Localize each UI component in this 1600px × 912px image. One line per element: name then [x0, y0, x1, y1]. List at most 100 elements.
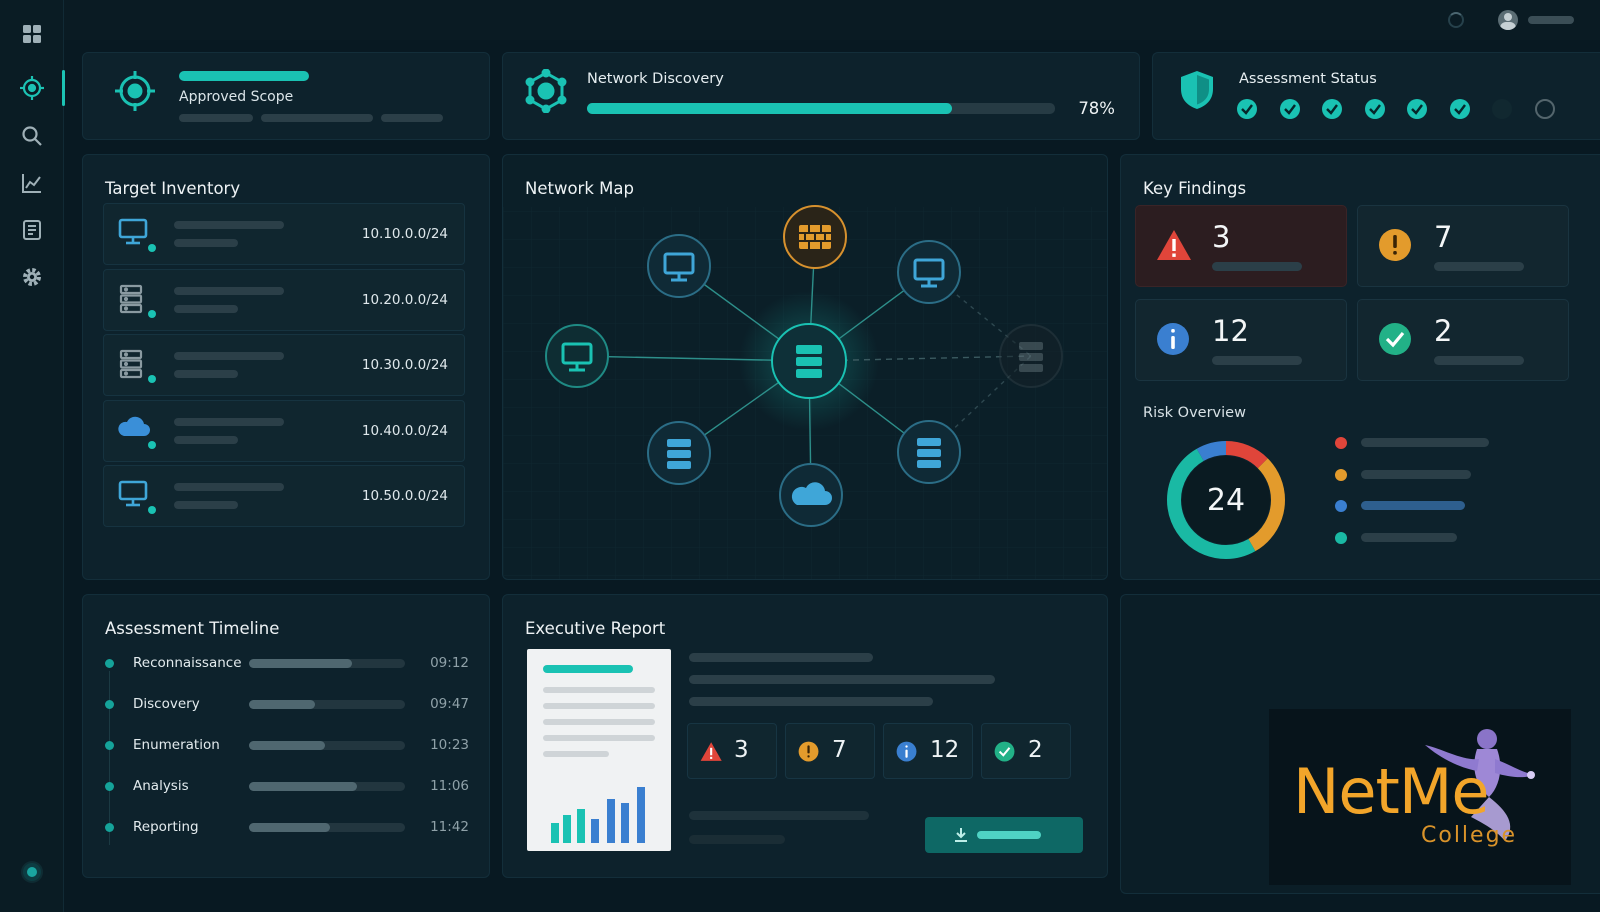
placeholder-bar: [174, 501, 238, 509]
placeholder-bar: [1212, 262, 1302, 271]
inventory-row[interactable]: 10.50.0.0/24: [103, 465, 465, 527]
timeline-phase-label: Enumeration: [133, 737, 220, 753]
placeholder-bar: [174, 286, 284, 295]
exclamation-circle-icon: [798, 741, 819, 765]
refresh-icon[interactable]: [1448, 12, 1464, 28]
step-complete-icon: [1237, 99, 1257, 119]
step-complete-icon: [1407, 99, 1427, 119]
placeholder-bar: [1212, 356, 1302, 365]
inventory-row[interactable]: 10.40.0.0/24: [103, 399, 465, 462]
target-icon[interactable]: [10, 68, 65, 108]
timeline-dot: [105, 782, 114, 791]
brand-panel: NetMe College: [1120, 594, 1600, 894]
timeline-progress-track: [249, 782, 405, 791]
subnet-address: 10.50.0.0/24: [361, 488, 448, 504]
timeline-time: 11:06: [430, 778, 469, 794]
legend-placeholder-bar: [1361, 532, 1457, 542]
legend-dot: [1335, 468, 1347, 481]
core-server-node[interactable]: [771, 323, 847, 399]
timeline-progress-fill: [249, 700, 315, 709]
placeholder-bar: [174, 352, 284, 360]
key-findings-panel: Key Findings 3 7 12 2 Risk Overview 24: [1120, 154, 1600, 580]
network-hexagon-icon: [525, 68, 567, 117]
timeline-progress-fill: [249, 823, 331, 832]
finding-card-critical[interactable]: 3: [1135, 205, 1347, 287]
risk-title: Risk Overview: [1143, 405, 1246, 421]
donut-segment: [1167, 441, 1285, 559]
cloud-icon: [118, 415, 150, 443]
subnet-address: 10.20.0.0/24: [361, 291, 448, 308]
inventory-row[interactable]: 10.20.0.0/24: [103, 268, 465, 331]
timeline-progress-track: [249, 823, 405, 832]
step-complete-icon: [1449, 99, 1470, 119]
assessment-timeline-panel: Assessment Timeline Reconnaissance 09:12 D…: [82, 594, 490, 878]
network-map-panel: Network Map: [502, 154, 1108, 580]
findings-title: Key Findings: [1143, 179, 1247, 198]
dashboard-grid-icon[interactable]: [10, 14, 54, 54]
report-count-value: 2: [1028, 737, 1043, 763]
offline-server-node[interactable]: [999, 324, 1063, 388]
placeholder-bar: [174, 239, 238, 247]
risk-total: 24: [1206, 483, 1246, 518]
finding-count: 12: [1212, 314, 1249, 348]
network-map-canvas: [503, 205, 1107, 579]
finding-card-info[interactable]: 12: [1135, 299, 1347, 381]
timeline-time: 09:12: [430, 655, 469, 671]
link-line: [576, 355, 810, 362]
brand-backdrop: [1269, 709, 1571, 885]
legend-dot: [1335, 437, 1347, 449]
placeholder-bar: [174, 483, 284, 491]
workstation-node[interactable]: [897, 240, 961, 304]
gear-icon[interactable]: [10, 257, 54, 297]
placeholder-bar: [174, 435, 238, 444]
info-circle-icon: [1156, 322, 1190, 360]
placeholder-bar: [174, 370, 238, 378]
workstation-node[interactable]: [647, 234, 711, 298]
report-bar-chart-icon: [551, 787, 645, 843]
placeholder-bar: [689, 675, 995, 684]
status-title: Assessment Status: [1239, 71, 1377, 87]
chart-icon[interactable]: [10, 163, 54, 203]
donut-segment: [1167, 441, 1285, 559]
firewall-node[interactable]: [783, 205, 847, 269]
workstation-node[interactable]: [545, 324, 609, 388]
legend-placeholder-bar: [1361, 469, 1471, 479]
subnet-address: 10.40.0.0/24: [361, 422, 448, 439]
server-node[interactable]: [897, 420, 961, 484]
assessment-status-card: Assessment Status: [1152, 52, 1600, 140]
placeholder-bar: [381, 114, 443, 122]
info-circle-icon: [896, 741, 917, 765]
finding-card-resolved[interactable]: 2: [1357, 299, 1569, 381]
online-status-dot: [148, 309, 156, 318]
server-node[interactable]: [647, 421, 711, 485]
timeline-progress-fill: [249, 659, 352, 668]
search-icon[interactable]: [10, 116, 54, 156]
online-status-dot: [148, 506, 156, 514]
placeholder-bar: [1434, 262, 1524, 271]
legend-placeholder-bar: [1361, 501, 1465, 510]
timeline-phase-label: Discovery: [133, 696, 200, 712]
timeline-time: 10:23: [430, 737, 469, 753]
timeline-progress-track: [249, 700, 405, 709]
donut-segment: [1167, 441, 1285, 559]
placeholder-bar: [689, 697, 933, 706]
report-count-value: 7: [832, 737, 847, 763]
cloud-node[interactable]: [779, 463, 843, 527]
report-count-critical: 3: [687, 723, 777, 779]
server-icon: [118, 349, 144, 383]
placeholder-bar: [689, 653, 873, 662]
avatar[interactable]: [1498, 10, 1518, 30]
report-document-preview[interactable]: [527, 649, 671, 851]
user-name-placeholder: [1528, 16, 1574, 24]
finding-card-high[interactable]: 7: [1357, 205, 1569, 287]
download-report-button[interactable]: [925, 817, 1083, 853]
finding-count: 3: [1212, 220, 1231, 254]
report-icon[interactable]: [10, 210, 54, 250]
inventory-row[interactable]: 10.30.0.0/24: [103, 334, 465, 396]
timeline-progress-track: [249, 741, 405, 750]
exclamation-circle-icon: [1378, 228, 1412, 266]
timeline-phase-label: Reporting: [133, 819, 199, 835]
inventory-row[interactable]: 10.10.0.0/24: [103, 203, 465, 265]
placeholder-bar: [174, 221, 284, 229]
legend-dot: [1335, 531, 1347, 544]
